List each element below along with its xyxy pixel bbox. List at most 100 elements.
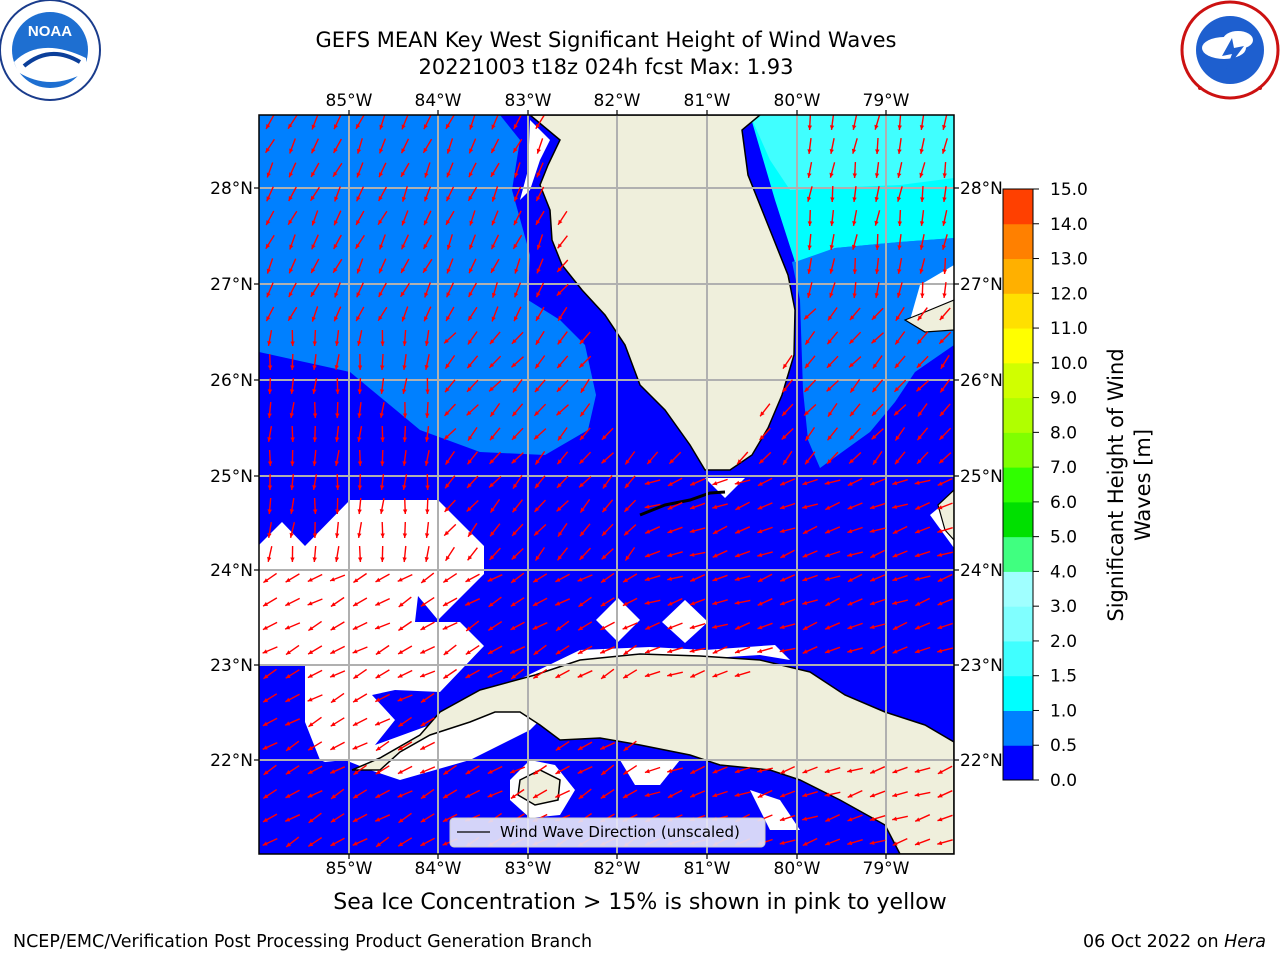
- wave-direction-arrowhead: [577, 769, 583, 774]
- wave-direction-arrowhead: [511, 458, 517, 464]
- colorbar-segment: [1003, 328, 1033, 364]
- wave-direction-arrowhead: [871, 338, 877, 344]
- wave-direction-arrowhead: [937, 481, 943, 486]
- wave-direction-arrowhead: [490, 507, 495, 513]
- wave-direction-arrowhead: [265, 147, 270, 153]
- wave-direction-arrowhead: [308, 722, 314, 727]
- wave-direction-arrowhead: [712, 769, 718, 774]
- wave-direction-arrowhead: [401, 124, 406, 130]
- wave-direction-arrowhead: [310, 291, 315, 297]
- wave-direction-arrowhead: [802, 577, 808, 582]
- wave-direction-arrowhead: [285, 697, 291, 702]
- wave-direction-arrowhead: [644, 792, 650, 797]
- wave-direction-arrowhead: [600, 649, 606, 654]
- wave-direction-arrowhead: [779, 528, 785, 533]
- wave-direction-arrowhead: [577, 649, 583, 654]
- wave-direction-arrowhead: [308, 626, 314, 631]
- wave-direction-arrowhead: [535, 123, 540, 129]
- wave-direction-arrowhead: [446, 268, 451, 274]
- wave-direction-arrowhead: [807, 125, 812, 130]
- wave-direction-arrowhead: [420, 721, 426, 727]
- wave-direction-arrowhead: [942, 269, 947, 274]
- wave-direction-arrowhead: [356, 220, 361, 225]
- wave-direction-arrowhead: [802, 504, 808, 509]
- wave-direction-arrowhead: [444, 434, 449, 440]
- wave-direction-arrowhead: [420, 673, 425, 678]
- wave-direction-arrowhead: [556, 626, 561, 631]
- colorbar-tick-label: 0.0: [1050, 771, 1077, 791]
- wave-direction-arrowhead: [712, 553, 718, 558]
- wave-direction-arrowhead: [288, 315, 293, 321]
- wave-direction-arrowhead: [667, 552, 673, 558]
- wave-direction-arrowhead: [353, 674, 359, 679]
- wave-direction-arrowhead: [468, 531, 473, 537]
- wave-direction-arrowhead: [937, 625, 943, 630]
- wave-direction-arrowhead: [311, 268, 316, 274]
- lat-tick-label: 22°N: [210, 751, 253, 771]
- wave-direction-arrowhead: [557, 339, 563, 345]
- wave-direction-arrowhead: [874, 124, 879, 130]
- wave-direction-arrowhead: [490, 171, 496, 177]
- wave-direction-arrowhead: [398, 626, 404, 631]
- wave-direction-arrowhead: [667, 505, 673, 510]
- wave-direction-arrowhead: [266, 196, 271, 202]
- wave-direction-arrowhead: [847, 817, 853, 822]
- wave-direction-arrowhead: [805, 339, 810, 345]
- wave-direction-arrowhead: [335, 533, 340, 538]
- wave-direction-arrowhead: [330, 841, 336, 846]
- wave-direction-arrowhead: [535, 459, 540, 465]
- wave-direction-arrowhead: [942, 221, 947, 226]
- wave-direction-arrowhead: [330, 577, 335, 582]
- wave-direction-arrowhead: [379, 509, 384, 514]
- wave-direction-arrowhead: [401, 220, 406, 226]
- wave-direction-arrowhead: [375, 625, 380, 630]
- wave-direction-arrowhead: [424, 316, 428, 322]
- wave-direction-arrowhead: [312, 389, 317, 394]
- wave-direction-arrowhead: [352, 625, 358, 630]
- wave-direction-arrowhead: [289, 413, 294, 418]
- wave-direction-arrowhead: [937, 793, 943, 798]
- legend-label: Wind Wave Direction (unscaled): [500, 823, 740, 841]
- wave-direction-arrowhead: [824, 480, 830, 485]
- wave-direction-arrowhead: [780, 793, 785, 798]
- wave-direction-arrowhead: [802, 481, 808, 486]
- wave-direction-arrowhead: [267, 389, 273, 394]
- wave-direction-arrowhead: [780, 601, 785, 606]
- wave-direction-arrowhead: [398, 842, 404, 847]
- wave-direction-arrowhead: [897, 149, 902, 154]
- wave-direction-arrowhead: [805, 363, 810, 369]
- wave-direction-arrowhead: [870, 649, 876, 654]
- wave-direction-arrowhead: [897, 269, 902, 274]
- wave-direction-arrowhead: [735, 505, 741, 510]
- wave-direction-arrowhead: [829, 149, 834, 154]
- grand-bahama: [903, 299, 954, 333]
- wave-direction-arrowhead: [510, 625, 516, 630]
- wave-direction-arrowhead: [644, 480, 650, 485]
- wave-direction-arrowhead: [712, 600, 718, 606]
- wave-direction-arrowhead: [466, 626, 471, 631]
- wave-direction-arrowhead: [914, 576, 920, 581]
- wave-direction-arrowhead: [847, 505, 853, 510]
- wave-direction-arrowhead: [894, 410, 899, 416]
- wave-direction-arrowhead: [425, 413, 430, 418]
- wave-direction-arrowhead: [379, 172, 383, 178]
- wave-direction-arrowhead: [892, 529, 898, 534]
- wave-direction-arrowhead: [512, 435, 517, 440]
- lat-labels-right: 28°N 27°N 26°N 25°N 24°N 23°N 22°N: [960, 179, 1003, 771]
- wave-direction-arrowhead: [937, 505, 943, 510]
- wave-direction-arrowhead: [378, 292, 383, 297]
- wave-direction-arrowhead: [850, 387, 855, 393]
- wave-direction-arrowhead: [312, 485, 317, 490]
- wave-direction-arrowhead: [357, 461, 363, 466]
- wave-direction-arrowhead: [914, 768, 920, 773]
- wave-direction-arrowhead: [807, 269, 812, 274]
- florida-keys: [639, 490, 726, 517]
- colorbar-tick-label: 1.5: [1050, 667, 1077, 687]
- wave-direction-arrowhead: [267, 365, 273, 370]
- wave-direction-arrowhead: [376, 842, 381, 847]
- colorbar-segment: [1003, 710, 1033, 746]
- wave-direction-arrowhead: [915, 529, 920, 534]
- wave-direction-arrowhead: [782, 387, 787, 393]
- wave-direction-arrowhead: [577, 673, 583, 678]
- wave-direction-arrowhead: [308, 746, 314, 751]
